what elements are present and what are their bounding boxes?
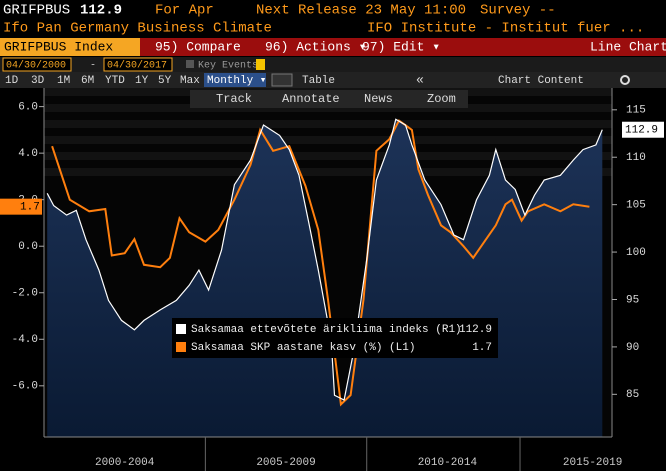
y2-tick-label: 90 [626,342,639,354]
collapse[interactable]: « [416,72,424,87]
tool[interactable]: Zoom [427,92,456,106]
y-tick-label: 4.0 [18,148,38,160]
legend-box [172,318,498,358]
tool[interactable]: Track [216,92,252,106]
range-button[interactable]: YTD [105,75,125,87]
tool[interactable]: News [364,92,393,106]
range-bar [0,72,666,88]
x-tick-label: 2015-2019 [563,457,622,469]
chart-icon[interactable] [271,73,293,87]
menu-item[interactable]: 96) Actions ▾ [265,39,366,54]
checkbox[interactable] [186,60,194,68]
plot: -6.0-4.0-2.00.02.04.06.08590951001051101… [0,88,666,471]
toolbar [190,90,468,108]
y2-tick-label: 110 [626,152,646,164]
y2-tick-label: 85 [626,389,639,401]
band [44,136,612,144]
security-box[interactable] [0,38,140,56]
y-tick-label: -2.0 [12,288,38,300]
last-value: 1.7 [20,202,40,214]
settings-icon[interactable] [620,75,630,85]
table-button[interactable]: Table [302,75,335,87]
date-input[interactable] [103,57,173,72]
frequency-box[interactable] [204,73,266,87]
y-tick-label: -4.0 [12,334,38,346]
chart-content[interactable]: Chart Content [498,75,584,87]
range-button[interactable]: 1M [57,75,70,87]
y2-tick-label: 115 [626,105,646,117]
ticker: GRIFPBUS [3,3,70,19]
next-release: Next Release 23 May 11:00 [256,3,466,19]
x-tick-label: 2000-2004 [95,457,155,469]
end-date[interactable]: 04/30/2017 [107,60,167,72]
info-icon[interactable] [256,59,265,70]
range-button[interactable]: 3D [31,75,45,87]
y-tick-label: 0.0 [18,241,38,253]
start-date[interactable]: 04/30/2000 [6,60,66,72]
x-tick-label: 2010-2014 [418,457,478,469]
y-tick-label: 6.0 [18,102,38,114]
x-tick-label: 2005-2009 [256,457,315,469]
menu-bar [140,38,666,56]
series-line [46,118,603,401]
ranges: 1D 3D 1M 6M YTD 1Y 5Y Max [5,75,200,87]
tool[interactable]: Annotate [282,92,340,106]
left-axis-bg [0,88,44,471]
source: IFO Institute - Institut fuer ... [367,21,644,37]
legend-value: 1.7 [472,342,492,354]
description: Ifo Pan Germany Business Climate [3,21,272,37]
band [44,152,612,160]
x-axis-bg [44,437,612,471]
legend-swatch [176,342,186,352]
price: 112.9 [80,3,122,19]
key-events[interactable]: Key Events [198,61,258,72]
security[interactable]: GRIFPBUS Index [4,39,113,54]
legend-swatch [176,324,186,334]
date-input[interactable] [2,57,72,72]
menu-item[interactable]: 95) Compare [155,39,241,54]
range-button[interactable]: 1Y [135,75,149,87]
range-button[interactable]: 5Y [158,75,172,87]
y2-tick-label: 100 [626,247,646,259]
range-button[interactable]: 6M [81,75,94,87]
legend-value: 112.9 [459,324,492,336]
band [44,168,612,176]
period: For Apr [155,3,214,19]
last-value-tag [0,198,42,215]
date-bar [0,57,666,72]
band [44,120,612,128]
menu-item[interactable]: 97) Edit ▾ [362,39,440,54]
y-tick-label: -6.0 [12,381,38,393]
legend-label: Saksamaa SKP aastane kasv (%) (L1) [191,342,415,354]
last-value: 112.9 [625,125,658,137]
survey: Survey -- [480,3,556,19]
date-dash: - [90,61,96,72]
view-name: Line Chart [590,39,666,54]
range-button[interactable]: 1D [5,75,19,87]
y2-tick-label: 105 [626,200,646,212]
frequency[interactable]: Monthly ▾ [207,75,266,87]
y2-tick-label: 95 [626,294,639,306]
series-line [51,119,590,407]
last-value-tag [622,121,664,138]
right-axis-bg [612,88,666,471]
range-button[interactable]: Max [180,75,200,87]
legend-label: Saksamaa ettevõtete ärikliima indeks (R1… [191,324,462,336]
